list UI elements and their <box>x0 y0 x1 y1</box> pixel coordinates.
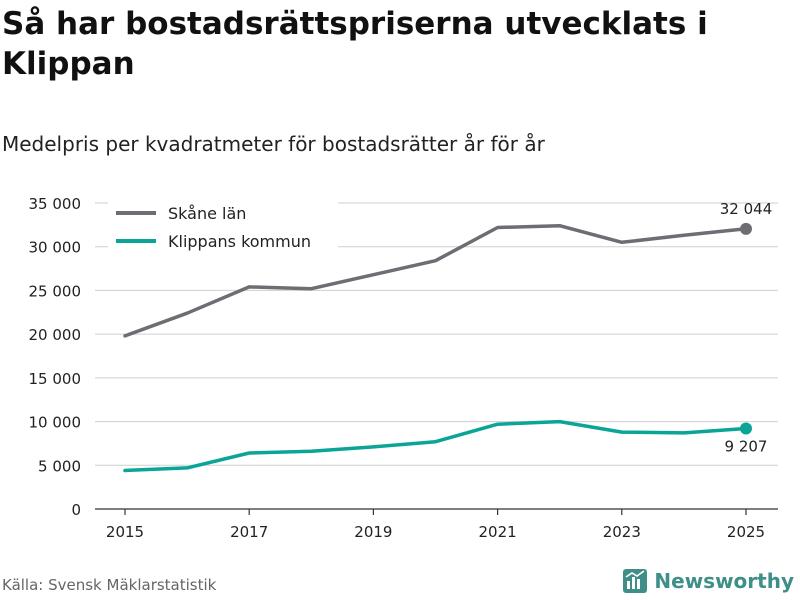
y-tick-label: 5 000 <box>38 457 81 475</box>
series-layer <box>123 222 752 473</box>
x-tick-label: 2019 <box>354 523 392 541</box>
label-layer: 32 044 9 207 <box>720 200 773 456</box>
chart-title: Så har bostadsrättspriserna utvecklats i… <box>2 6 708 82</box>
chart-subtitle: Medelpris per kvadratmeter för bostadsrä… <box>2 132 545 156</box>
x-tick-label: 2015 <box>106 523 144 541</box>
y-tick-label: 35 000 <box>29 195 82 213</box>
y-tick-label: 25 000 <box>29 282 82 300</box>
y-tick-label: 20 000 <box>29 326 82 344</box>
grid-layer <box>95 202 778 466</box>
x-tick-label: 2021 <box>479 523 517 541</box>
legend-label: Skåne län <box>168 204 246 223</box>
y-tick-label: 10 000 <box>29 414 82 432</box>
newsworthy-logo-icon <box>623 569 648 593</box>
series-line <box>123 223 748 338</box>
end-value-label: 32 044 <box>720 200 773 218</box>
axis-layer: 0 5 000 10 000 15 000 20 000 25 000 30 000 35 0… <box>29 195 778 541</box>
x-tick-label: 2017 <box>230 523 268 541</box>
series-line <box>123 419 748 473</box>
y-tick-label: 0 <box>71 501 81 519</box>
series-end-marker <box>740 422 752 435</box>
legend-background <box>108 196 338 256</box>
source-note: Källa: Svensk Mäklarstatistik <box>2 576 217 594</box>
x-tick-label: 2025 <box>727 523 765 541</box>
legend-label: Klippans kommun <box>168 232 311 251</box>
y-tick-label: 15 000 <box>29 370 82 388</box>
x-tick-label: 2023 <box>603 523 641 541</box>
brand-name: Newsworthy <box>654 569 794 593</box>
brand-logo: Newsworthy <box>622 568 794 594</box>
legend: Skåne län Klippans kommun <box>108 196 338 256</box>
series-end-marker <box>740 222 752 235</box>
end-value-label: 9 207 <box>725 438 768 456</box>
y-tick-label: 30 000 <box>29 239 82 257</box>
